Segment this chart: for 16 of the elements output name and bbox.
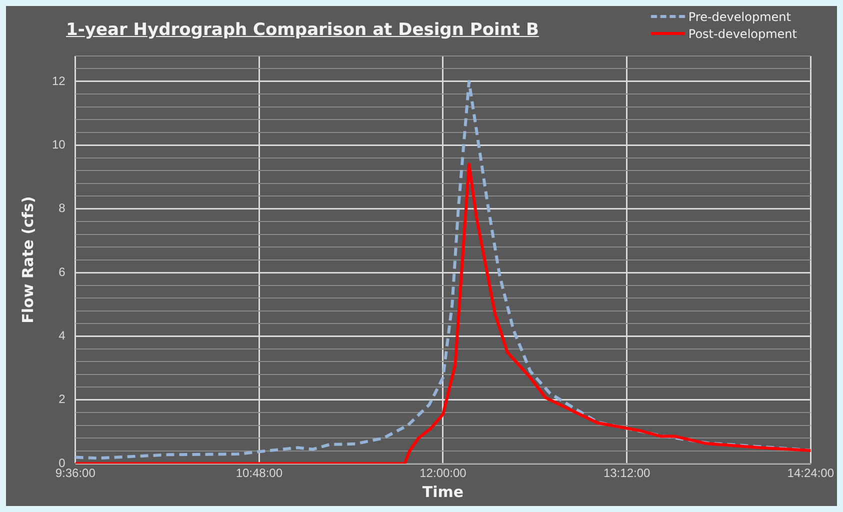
- x-tick-label: 10:48:00: [236, 466, 283, 480]
- legend-label: Post-development: [688, 26, 797, 40]
- line-series: [75, 80, 811, 460]
- y-tick-label: 6: [58, 264, 66, 279]
- y-tick-label: 4: [58, 328, 66, 343]
- y-tick-label: 8: [58, 201, 66, 216]
- y-axis-title: Flow Rate (cfs): [18, 196, 37, 324]
- x-axis-title: Time: [422, 482, 464, 501]
- x-tick-label: 12:00:00: [420, 466, 467, 480]
- legend-label: Pre-development: [688, 10, 791, 24]
- x-tick-label: 13:12:00: [603, 466, 650, 480]
- chart-title: 1-year Hydrograph Comparison at Design Point B: [66, 20, 539, 40]
- y-tick-label: 12: [52, 74, 66, 88]
- y-tick-label: 2: [58, 392, 66, 406]
- x-tick-label: 14:24:00: [787, 466, 834, 480]
- y-tick-label: 10: [52, 137, 66, 152]
